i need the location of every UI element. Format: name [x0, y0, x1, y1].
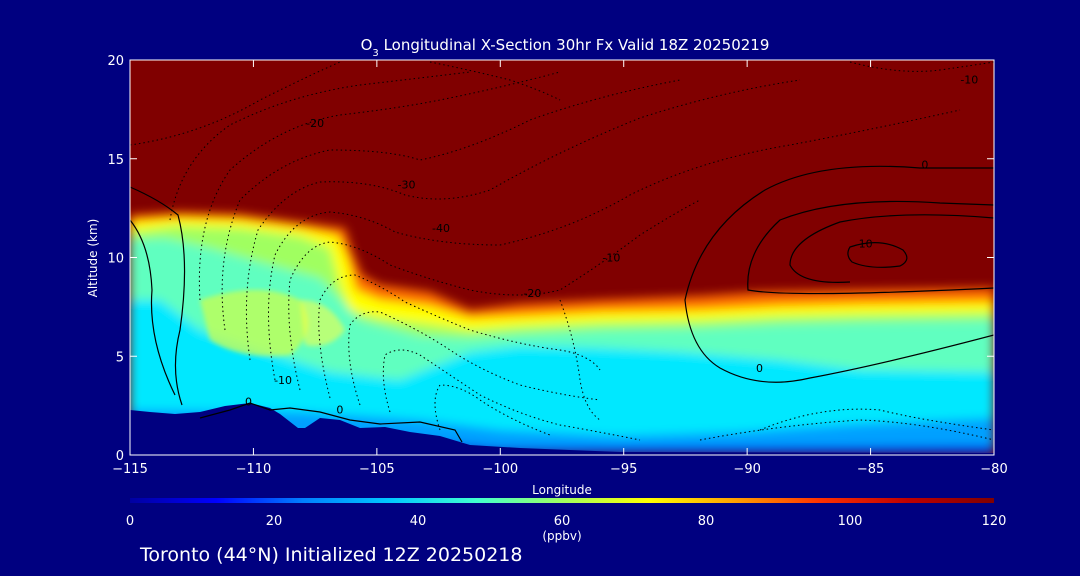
x-tick-label: −110 — [236, 462, 272, 477]
yellow-green-patch — [300, 300, 345, 346]
footer-label: Toronto (44°N) Initialized 12Z 20250218 — [139, 544, 523, 566]
dotted-contour-5 — [245, 79, 801, 361]
dotted-contour-lines — [130, 61, 994, 441]
dotted-contour-2 — [169, 71, 471, 221]
y-tick-label: 10 — [107, 252, 124, 267]
chart-title: O3 Longitudinal X-Section 30hr Fx Valid … — [361, 36, 770, 59]
solid-contour-eastern-ring — [847, 242, 908, 268]
colorbar-unit-label: (ppbv) — [542, 529, 581, 543]
colorbar-tick-label: 120 — [982, 514, 1007, 529]
contour-label: 10 — [859, 238, 873, 251]
dotted-contour-16 — [429, 61, 561, 101]
y-tick-label: 5 — [116, 350, 124, 365]
dotted-contour-12 — [559, 299, 601, 421]
contour-label: -20 — [306, 117, 324, 130]
x-axis: −115 −110 −105 −100 −95 −90 −85 −80 — [112, 60, 1008, 477]
contour-labels: -20 -30 -40 -10 -20 -10 0 0 0 0 10 -10 — [245, 74, 978, 417]
y-tick-label: 15 — [107, 153, 124, 168]
colorbar-tick-label: 20 — [266, 514, 283, 529]
x-tick-label: −85 — [857, 462, 884, 477]
colorbar-ticks: 0 20 40 60 80 100 120 — [126, 514, 1007, 529]
y-tick-label: 20 — [107, 54, 124, 69]
solid-contour-eastern-ten — [747, 200, 994, 295]
contour-label: -20 — [523, 287, 541, 300]
middle-troposphere-patches — [200, 290, 345, 356]
contour-label: -10 — [274, 374, 292, 387]
contour-label: -40 — [432, 222, 450, 235]
x-tick-label: −105 — [359, 462, 395, 477]
solid-contour-eastern-inner — [789, 214, 994, 283]
x-tick-label: −95 — [610, 462, 637, 477]
x-tick-label: −100 — [482, 462, 518, 477]
colorbar-tick-label: 100 — [838, 514, 863, 529]
solid-contour-western-zero — [130, 186, 186, 406]
dotted-contour-13 — [759, 408, 994, 431]
dotted-contour-4 — [221, 79, 681, 331]
y-axis: 0 5 10 15 20 — [107, 54, 994, 464]
colorbar-tick-label: 80 — [698, 514, 715, 529]
contour-label: -10 — [960, 74, 978, 87]
chart-title-subscript: 3 — [372, 48, 378, 59]
solid-contour-western-low — [199, 402, 463, 443]
troposphere-layers — [130, 212, 994, 455]
dotted-contour-15 — [849, 61, 994, 72]
solid-contour-eastern-zero-large — [684, 165, 994, 383]
ozone-field: -20 -30 -40 -10 -20 -10 0 0 0 0 10 -10 — [130, 60, 994, 455]
terrain — [130, 403, 994, 455]
contour-label: 0 — [245, 396, 252, 409]
contour-label: -10 — [602, 251, 620, 264]
y-tick-label: 0 — [116, 449, 124, 464]
colorbar-tick-label: 0 — [126, 514, 134, 529]
y-axis-title: Altitude (km) — [86, 219, 100, 298]
contour-label: 0 — [756, 362, 763, 375]
contour-lines — [130, 165, 994, 443]
x-tick-label: −90 — [733, 462, 760, 477]
chart-title-base: O — [361, 36, 373, 54]
x-tick-label: −115 — [112, 462, 148, 477]
green-yellow-patch — [200, 290, 308, 356]
dotted-contour-3 — [198, 71, 561, 301]
colorbar-tick-label: 60 — [554, 514, 571, 529]
x-tick-label: −80 — [980, 462, 1007, 477]
x-axis-title: Longitude — [532, 483, 592, 497]
colorbar-tick-label: 40 — [410, 514, 427, 529]
dotted-contour-7 — [288, 199, 701, 391]
contour-label: 0 — [336, 404, 343, 417]
contour-label: 0 — [921, 159, 928, 172]
contour-label: -30 — [397, 178, 415, 191]
chart-title-rest: Longitudinal X-Section 30hr Fx Valid 18Z… — [379, 36, 770, 54]
colorbar — [130, 498, 994, 503]
dotted-contour-11 — [434, 384, 551, 436]
